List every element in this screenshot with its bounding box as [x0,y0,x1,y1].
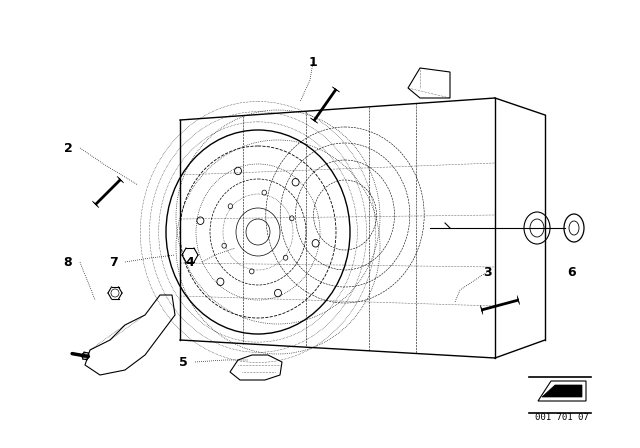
Polygon shape [542,385,582,397]
Text: 1: 1 [308,56,317,69]
Text: 6: 6 [568,266,576,279]
Text: 8: 8 [64,255,72,268]
Text: 4: 4 [186,255,195,268]
Text: 7: 7 [109,255,117,268]
Text: 5: 5 [179,356,188,369]
Text: 2: 2 [63,142,72,155]
Text: 001 701 07: 001 701 07 [535,413,589,422]
Text: 3: 3 [483,266,492,279]
